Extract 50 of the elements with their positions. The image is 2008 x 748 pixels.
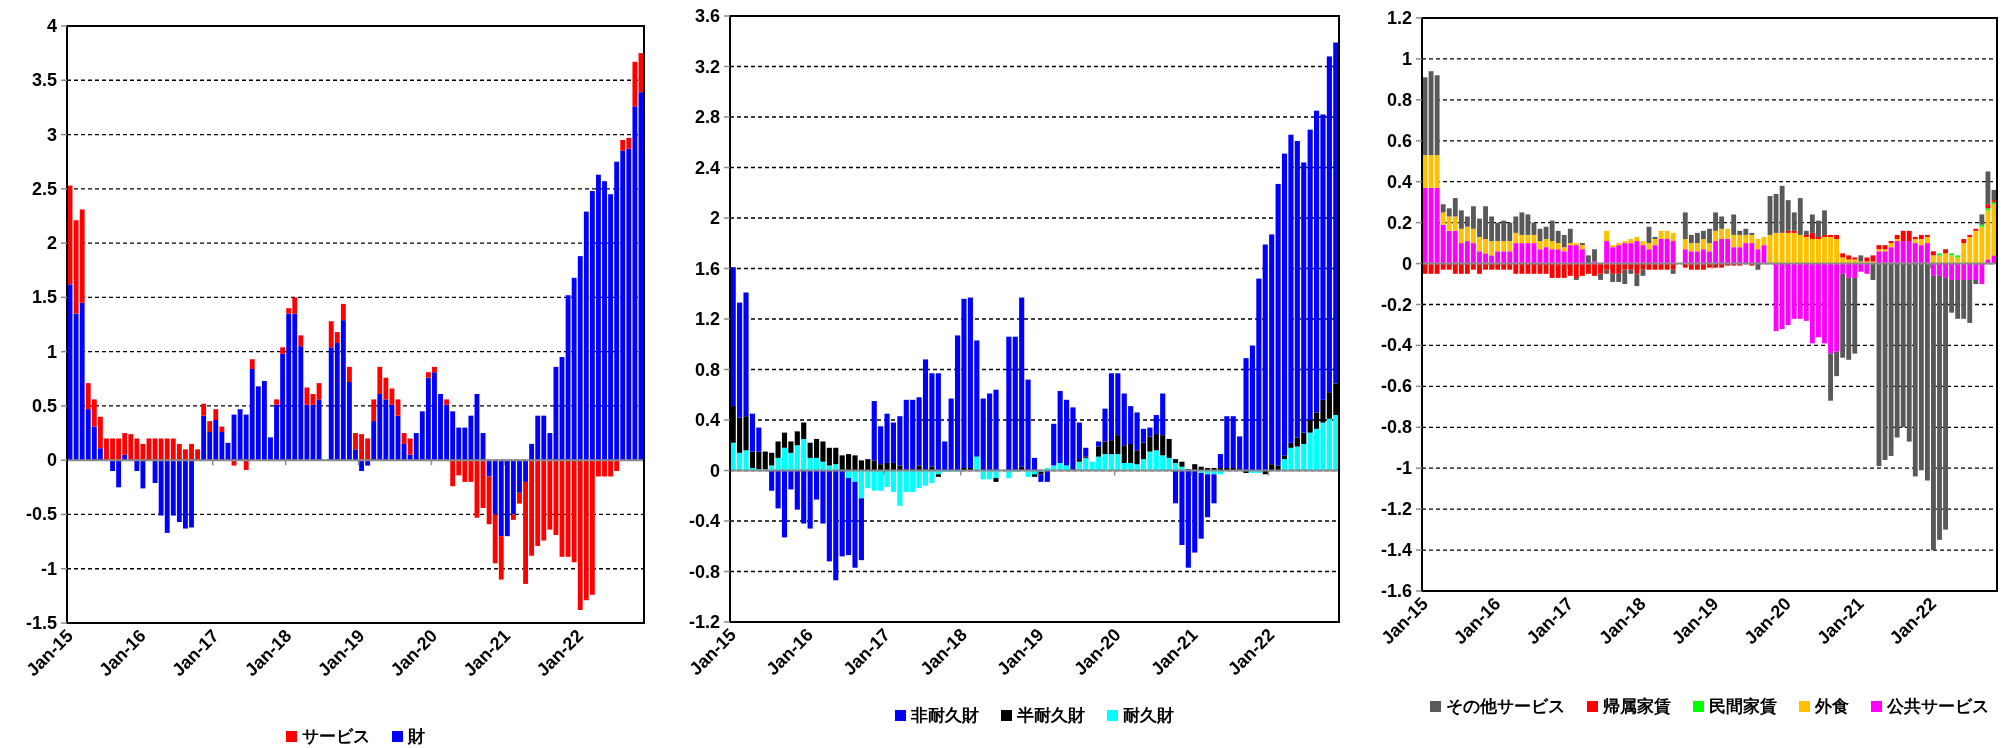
y-tick-label: 0: [709, 460, 720, 481]
y-tick-label: 2: [709, 208, 720, 228]
y-tick-label: -0.2: [1380, 294, 1412, 315]
y-tick-label: -0.8: [688, 561, 720, 582]
legend-label: 耐久財: [1123, 706, 1174, 725]
y-tick-label: -0.4: [1380, 335, 1412, 356]
legend-label: サービス: [302, 727, 370, 746]
y-tick-label: 2.8: [694, 107, 720, 127]
y-tick-label: -1.2: [1380, 499, 1412, 520]
y-tick-label: 0: [46, 450, 57, 471]
y-tick-label: 0.5: [31, 395, 57, 416]
y-tick-label: 0: [1401, 253, 1412, 274]
y-tick-label: 3.2: [694, 56, 720, 77]
y-tick-label: -1: [1395, 458, 1412, 479]
legend-label: 半耐久財: [1016, 706, 1085, 725]
legend-label: その他サービス: [1446, 697, 1565, 716]
y-tick-label: 0.2: [1386, 212, 1412, 233]
y-tick-label: 1: [1401, 48, 1412, 69]
legend-label: 公共サービス: [1886, 697, 1989, 716]
y-tick-label: 4: [46, 16, 57, 36]
y-tick-label: 1: [46, 341, 57, 362]
y-tick-label: -1: [40, 558, 57, 579]
y-tick-label: 2.4: [694, 157, 720, 178]
y-tick-label: 0.4: [694, 410, 720, 430]
y-tick-label: 1.2: [1386, 8, 1412, 28]
y-tick-label: 0.8: [1386, 89, 1412, 110]
y-tick-label: 3: [46, 124, 57, 145]
y-tick-label: 2: [46, 233, 57, 254]
legend-label: 財: [407, 727, 425, 746]
y-tick-label: 0.6: [1386, 130, 1412, 151]
legend-label: 非耐久財: [910, 706, 979, 725]
legend-label: 外食: [1814, 697, 1849, 716]
y-tick-label: -1.2: [688, 612, 720, 632]
y-tick-label: -1.5: [25, 613, 57, 633]
legend-label: 民間家賃: [1709, 697, 1777, 716]
y-tick-label: 0.4: [1386, 171, 1412, 192]
y-tick-label: -1.4: [1380, 540, 1412, 561]
y-tick-label: -0.5: [25, 504, 57, 525]
y-tick-label: -0.6: [1380, 376, 1412, 397]
y-tick-label: -0.8: [1380, 417, 1412, 438]
y-tick-label: 1.5: [31, 287, 57, 308]
y-tick-label: 3.6: [694, 6, 720, 26]
y-tick-label: 0.8: [694, 359, 720, 380]
y-tick-label: 3.5: [31, 70, 57, 91]
y-tick-label: 2.5: [31, 178, 57, 199]
y-tick-label: -1.6: [1380, 581, 1412, 601]
legend-label: 帰属家賃: [1602, 697, 1671, 716]
y-tick-label: -0.4: [688, 511, 720, 531]
y-tick-label: 1.6: [694, 258, 720, 279]
y-tick-label: 1.2: [694, 309, 720, 329]
